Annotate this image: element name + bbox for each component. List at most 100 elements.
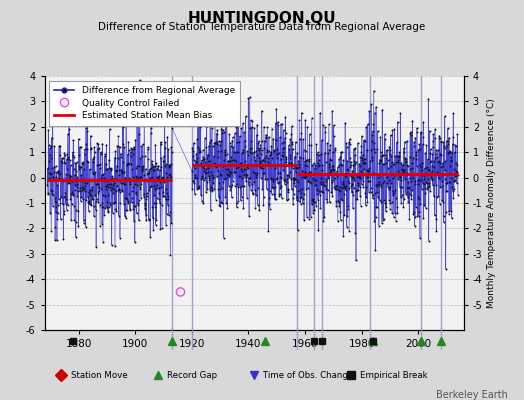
Point [55,143,63,149]
Point [330,186,339,192]
Point [78,187,86,193]
Point [340,182,348,189]
Point [408,172,417,178]
Text: Time of Obs. Change: Time of Obs. Change [264,370,354,380]
Point [59,201,67,208]
Point [300,217,308,224]
Point [346,155,354,162]
Point [158,201,167,208]
Point [408,118,417,124]
Point [152,182,161,188]
Point [302,172,310,179]
Point [190,140,198,146]
Point [451,142,460,148]
Point [360,166,368,172]
Point [418,160,427,166]
Point [265,134,273,140]
Point [201,169,210,175]
Point [70,153,78,160]
Point [449,195,457,201]
Point [352,257,360,263]
Point [328,162,336,169]
Point [163,193,172,199]
Point [339,157,347,164]
Point [91,192,100,198]
Point [366,178,375,184]
Point [210,185,219,192]
Point [308,175,316,181]
Point [377,184,386,190]
Point [285,142,293,149]
Point [318,162,326,169]
Point [77,172,85,178]
Point [406,130,414,136]
Point [75,163,83,169]
Point [269,148,278,155]
Point [113,183,122,189]
Point [402,157,410,164]
Point [388,175,397,181]
Point [99,192,107,198]
Point [126,206,134,212]
Point [278,152,286,158]
Point [387,152,395,159]
Point [108,200,117,206]
Point [240,172,248,178]
Point [348,168,357,174]
Point [121,174,129,181]
Point [253,170,261,176]
Point [286,136,294,142]
Point [114,155,122,161]
Point [329,176,337,183]
Point [64,172,73,178]
Point [432,147,440,153]
Point [103,199,112,206]
Point [235,184,244,190]
Point [121,213,129,219]
Point [298,110,306,116]
Point [387,163,395,170]
Text: Record Gap: Record Gap [167,370,217,380]
Point [151,142,159,148]
Point [378,220,386,226]
Point [218,200,226,206]
Point [123,196,131,202]
Point [261,158,269,164]
Point [221,110,230,116]
Point [150,186,159,192]
Point [121,181,129,187]
Point [56,200,64,207]
Point [218,130,226,136]
Point [150,192,159,199]
Point [205,175,213,181]
Point [116,200,124,206]
Point [283,186,292,192]
Point [374,194,382,200]
Point [225,183,233,189]
Point [54,170,62,176]
Point [447,154,455,160]
Point [242,174,250,180]
Point [303,157,311,164]
Point [114,187,122,193]
Point [245,179,254,185]
Point [129,144,138,150]
Point [437,138,445,144]
Point [411,134,419,141]
Point [342,183,350,190]
Point [335,162,343,168]
Point [212,163,221,169]
Point [104,192,112,198]
Point [110,180,118,186]
Point [116,150,125,157]
Point [303,178,312,184]
Point [451,172,460,179]
Point [198,175,206,181]
Point [249,162,258,168]
Point [243,195,251,201]
Point [46,171,54,178]
Point [51,199,60,205]
Point [78,160,86,166]
Point [120,169,128,175]
Point [102,183,110,189]
